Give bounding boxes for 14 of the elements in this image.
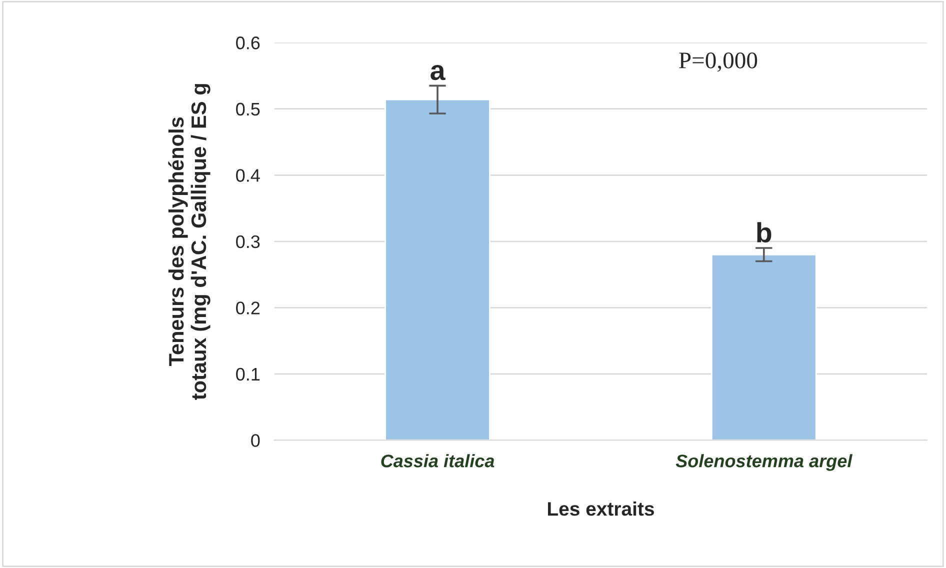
y-tick-label: 0.5: [236, 102, 260, 116]
y-tick-label: 0.1: [236, 368, 260, 381]
y-tick-label: 0.6: [236, 36, 260, 50]
annotation: a: [430, 64, 446, 80]
annotation: P=0,000: [679, 52, 758, 72]
y-tick-label: 0.3: [236, 235, 260, 248]
y-tick-label: 0: [251, 434, 260, 447]
y-tick-label: 0.2: [236, 302, 260, 314]
x-tick-label: Solenostemma argel: [676, 454, 853, 471]
y-axis-title: Teneurs des polyphénols totaux (mg d'AC. Gallique / ES g: [168, 84, 210, 400]
y-tick-label: 0.4: [236, 169, 260, 182]
x-axis-title: Les extraits: [548, 501, 654, 516]
x-tick-label: Cassia italica: [381, 454, 494, 468]
annotation: b: [757, 222, 772, 243]
